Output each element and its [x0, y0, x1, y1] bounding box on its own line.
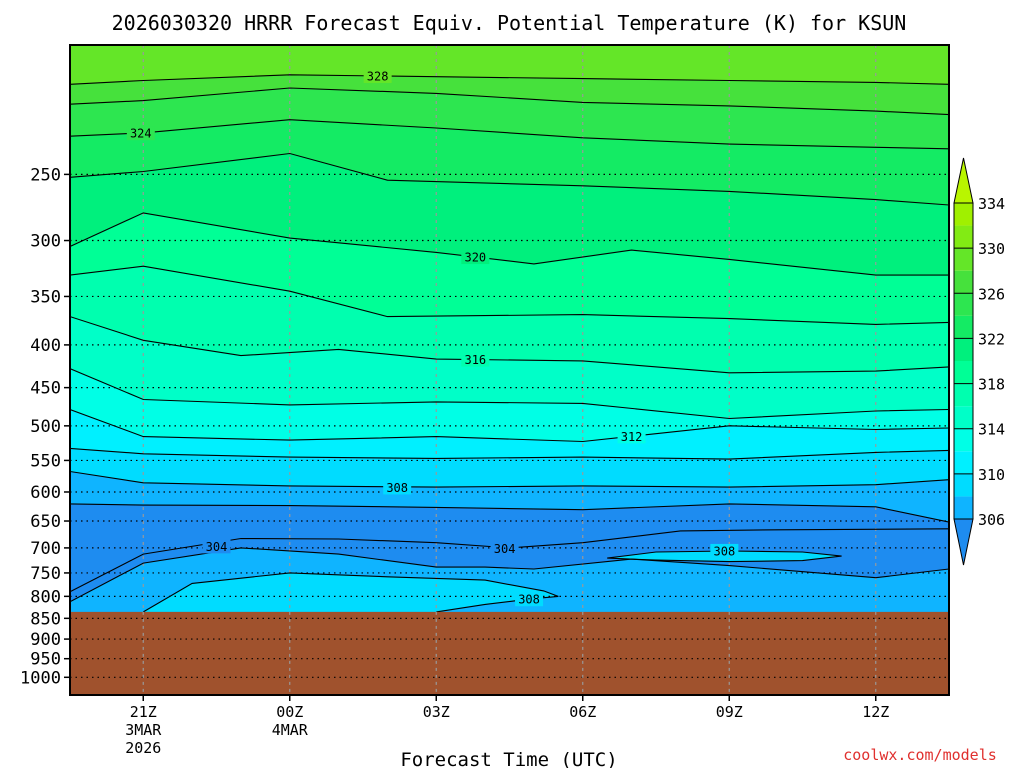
contour-line-308: [607, 550, 842, 563]
svg-text:316: 316: [464, 353, 486, 367]
contour-line-328: [70, 74, 949, 85]
plot-area: 328 324 320 316 312 308 304 304 308 308: [70, 45, 949, 695]
contour-label-308: 308: [710, 543, 739, 558]
y-tick-label-650: 650: [30, 512, 61, 532]
y-tick-label-450: 450: [30, 379, 61, 399]
colorbar-swatch-328: [954, 248, 973, 271]
contour-line-324: [70, 119, 949, 150]
y-axis-ticks: 2503003504004505005506006507007508008509…: [20, 165, 70, 688]
contour-label-312: 312: [617, 429, 646, 444]
x-axis-label: Forecast Time (UTC): [400, 749, 617, 768]
contour-line-318: [70, 265, 949, 325]
y-tick-label-550: 550: [30, 451, 61, 471]
contour-line-320: [70, 212, 949, 276]
colorbar-swatch-320: [954, 338, 973, 361]
y-tick-label-750: 750: [30, 564, 61, 584]
colorbar-label-322: 322: [978, 330, 1005, 348]
x-tick-sublabel-4MAR: 4MAR: [272, 721, 309, 739]
contour-label-316: 316: [461, 352, 490, 367]
colorbar-label-310: 310: [978, 466, 1005, 484]
y-tick-label-850: 850: [30, 609, 61, 629]
contour-line-326: [70, 87, 949, 116]
colorbar-swatch-326: [954, 270, 973, 294]
svg-text:304: 304: [494, 542, 516, 556]
y-tick-label-400: 400: [30, 336, 61, 356]
contour-line-304: [70, 528, 949, 593]
colorbar-label-318: 318: [978, 376, 1005, 394]
x-tick-sublabel-3MAR: 3MAR: [125, 721, 162, 739]
svg-text:308: 308: [714, 544, 736, 558]
y-tick-label-950: 950: [30, 650, 61, 670]
colorbar-under-arrow: [953, 518, 974, 566]
colorbar-swatch-306: [954, 496, 973, 519]
contour-label-304: 304: [202, 539, 231, 554]
colorbar-swatch-316: [954, 383, 973, 407]
y-tick-label-1000: 1000: [20, 668, 61, 688]
x-tick-sublabel-2026: 2026: [125, 739, 161, 757]
colorbar-label-314: 314: [978, 421, 1005, 439]
y-tick-label-800: 800: [30, 587, 61, 607]
svg-text:320: 320: [464, 251, 486, 265]
plot-frame: [69, 44, 950, 696]
grid-lines-over-ground: [70, 611, 949, 695]
contour-label-328: 328: [363, 68, 392, 83]
contour-line-312: [70, 408, 949, 443]
colorbar: 306 310 314 318 322 326 330 334: [953, 157, 1005, 566]
x-tick-label-00Z: 00Z: [276, 703, 303, 721]
svg-text:308: 308: [518, 593, 540, 607]
colorbar-label-306: 306: [978, 511, 1005, 529]
colorbar-label-334: 334: [978, 195, 1005, 213]
fill-cell-308-15: [143, 572, 559, 612]
colorbar-swatch-324: [954, 293, 973, 316]
contour-line-310: [70, 447, 949, 460]
colorbar-swatch-318: [954, 361, 973, 384]
colorbar-label-330: 330: [978, 240, 1005, 258]
contour-label-320: 320: [461, 250, 490, 265]
contour-label-304: 304: [490, 541, 519, 556]
svg-text:304: 304: [206, 540, 228, 554]
source-credit[interactable]: coolwx.com/models: [843, 746, 997, 764]
svg-text:308: 308: [386, 481, 408, 495]
colorbar-swatch-308: [954, 473, 973, 497]
y-tick-label-500: 500: [30, 417, 61, 437]
colorbar-swatch-314: [954, 406, 973, 429]
equivalent-potential-temperature-fill: [70, 45, 949, 695]
y-tick-label-900: 900: [30, 630, 61, 650]
y-tick-label-250: 250: [30, 165, 61, 185]
y-tick-label-350: 350: [30, 287, 61, 307]
colorbar-swatch-312: [954, 428, 973, 452]
colorbar-swatch-322: [954, 315, 973, 339]
svg-text:328: 328: [367, 69, 389, 83]
x-tick-label-06Z: 06Z: [569, 703, 596, 721]
y-tick-label-700: 700: [30, 539, 61, 559]
colorbar-swatch-310: [954, 451, 973, 474]
x-tick-label-09Z: 09Z: [716, 703, 743, 721]
contour-line-322: [70, 152, 949, 206]
colorbar-label-326: 326: [978, 285, 1005, 303]
x-tick-label-03Z: 03Z: [423, 703, 450, 721]
svg-text:324: 324: [130, 127, 152, 141]
ground-below-surface: [70, 611, 949, 695]
y-tick-label-300: 300: [30, 232, 61, 252]
y-tick-label-600: 600: [30, 483, 61, 503]
contour-label-308: 308: [515, 592, 544, 607]
x-tick-label-21Z: 21Z: [130, 703, 157, 721]
contour-label-324: 324: [126, 126, 155, 141]
svg-text:312: 312: [621, 430, 643, 444]
contour-label-308: 308: [383, 480, 412, 495]
contour-line-306: [70, 503, 949, 523]
chart-title: 2026030320 HRRR Forecast Equiv. Potentia…: [112, 11, 907, 35]
contour-lines: 328 324 320 316 312 308 304 304 308 308: [70, 68, 949, 613]
contour-line-308: [143, 572, 559, 613]
contour-line-316: [70, 316, 949, 374]
x-tick-label-12Z: 12Z: [862, 703, 889, 721]
colorbar-swatch-330: [954, 225, 973, 249]
contour-line-314: [70, 368, 949, 420]
colorbar-over-arrow: [953, 157, 974, 204]
contour-line-308: [70, 470, 949, 488]
colorbar-swatch-332: [954, 203, 973, 226]
